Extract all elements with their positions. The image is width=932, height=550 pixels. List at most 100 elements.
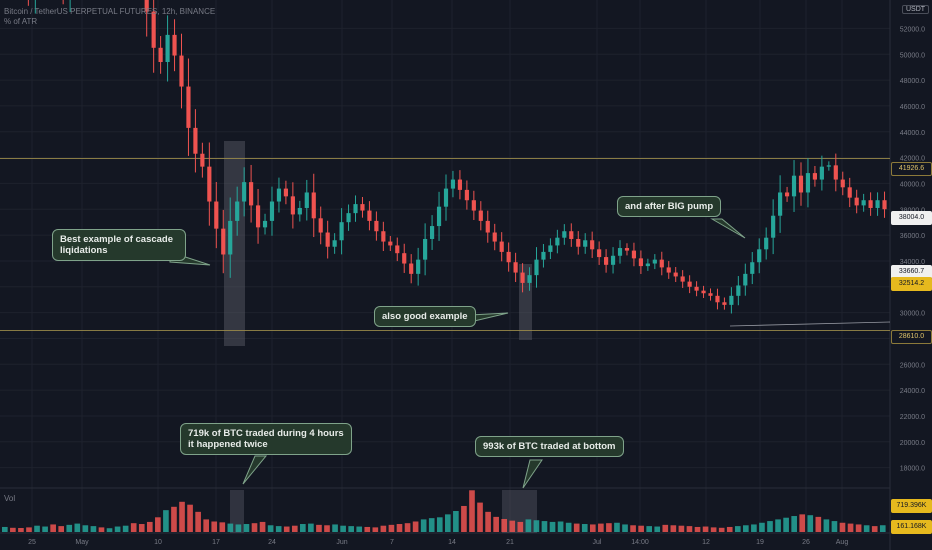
volume-bar <box>501 518 508 532</box>
volume-bar <box>751 524 757 532</box>
candle-body <box>214 201 219 229</box>
currency-badge[interactable]: USDT <box>902 5 930 14</box>
candle-body <box>207 166 212 202</box>
annotation-volume-719k[interactable]: 719k of BTC traded during 4 hours it hap… <box>180 423 352 455</box>
volume-bar <box>445 514 451 532</box>
candle-body <box>562 231 567 238</box>
volume-bar <box>66 524 73 532</box>
volume-bar <box>557 521 564 532</box>
y-tick-label: 50000.0 <box>900 52 925 59</box>
candle-body <box>478 210 483 221</box>
volume-bar <box>734 526 741 532</box>
x-tick-label: 19 <box>756 539 764 546</box>
candle-body <box>701 290 706 294</box>
x-tick-label: Jul <box>593 539 602 546</box>
volume-bar <box>340 525 346 532</box>
volume-bar <box>251 523 258 532</box>
indicator-label: % of ATR <box>4 17 38 26</box>
highlight-zone <box>230 490 244 533</box>
candle-body <box>304 192 309 208</box>
candle-body <box>346 213 351 223</box>
candle-body <box>416 259 421 274</box>
volume-bar <box>412 521 419 532</box>
candle-body <box>583 240 588 247</box>
candle-body <box>764 237 769 250</box>
candle-body <box>513 262 518 273</box>
candle-body <box>708 293 713 296</box>
candle-body <box>861 200 866 206</box>
volume-bar <box>662 524 669 532</box>
y-tick-label: 22000.0 <box>900 414 925 421</box>
volume-bar <box>807 515 814 532</box>
volume-bar <box>694 526 701 532</box>
volume-bar <box>871 526 878 532</box>
candle-body <box>374 220 379 232</box>
callout-tail <box>242 455 268 485</box>
volume-bar <box>622 524 628 532</box>
callout-tail <box>710 218 746 239</box>
volume-bar <box>702 526 709 532</box>
x-tick-label: Aug <box>836 539 849 546</box>
candle-body <box>297 207 302 215</box>
y-tick-label: 44000.0 <box>900 130 925 137</box>
candle-body <box>464 189 469 201</box>
candle-body <box>492 232 497 242</box>
volume-bar <box>525 519 532 532</box>
candle-body <box>311 192 316 219</box>
volume-bar <box>477 502 483 532</box>
volume-bar <box>767 521 773 532</box>
volume-bar <box>533 520 540 532</box>
volume-bar <box>10 527 16 532</box>
volume-bar <box>485 511 491 532</box>
candle-body <box>151 11 156 48</box>
candle-body <box>506 251 511 263</box>
candle-body <box>819 166 824 180</box>
candle-body <box>179 55 184 87</box>
candle-body <box>242 182 247 202</box>
candle-body <box>604 257 609 265</box>
candle-body <box>610 255 616 265</box>
x-tick-label: Jun <box>336 539 347 546</box>
volume-bar <box>436 517 443 532</box>
annotation-good-example[interactable]: also good example <box>374 306 476 327</box>
candle-body <box>805 173 811 193</box>
volume-bar <box>380 525 387 532</box>
volume-bar <box>50 524 56 532</box>
candle-body <box>833 165 838 180</box>
candle-body <box>673 272 678 277</box>
volume-bar <box>493 516 499 532</box>
candle-body <box>443 188 449 207</box>
candle-body <box>666 267 671 273</box>
candle-body <box>228 220 233 255</box>
y-tick-label: 38000.0 <box>900 207 925 214</box>
y-tick-label: 42000.0 <box>900 156 925 163</box>
volume-bar <box>428 518 435 532</box>
volume-bar <box>646 526 653 532</box>
callout-tail <box>522 459 543 489</box>
volume-bar <box>211 521 218 532</box>
volume-bar <box>565 522 572 532</box>
volume-bar <box>847 523 854 532</box>
candle-body <box>645 263 650 267</box>
volume-bar <box>171 506 177 532</box>
candle-body <box>249 182 254 206</box>
volume-bar <box>549 521 556 532</box>
volume-bar <box>573 523 580 532</box>
volume-bar <box>348 526 354 532</box>
x-tick-label: 26 <box>802 539 810 546</box>
candle-body <box>450 179 456 189</box>
candle-body <box>381 231 386 242</box>
annotation-big-pump[interactable]: and after BIG pump <box>617 196 722 217</box>
annotation-volume-993k[interactable]: 993k of BTC traded at bottom <box>475 436 624 457</box>
annotation-cascade[interactable]: Best example of cascade liqidations <box>52 229 186 261</box>
candle-body <box>388 241 393 246</box>
volume-bar <box>356 526 363 532</box>
candle-body <box>186 86 191 128</box>
x-tick-label: 10 <box>154 539 162 546</box>
candle-body <box>687 281 692 287</box>
volume-bar <box>831 521 838 532</box>
volume-bar <box>114 526 121 532</box>
candle-body <box>409 263 414 274</box>
candle-body <box>527 275 532 283</box>
